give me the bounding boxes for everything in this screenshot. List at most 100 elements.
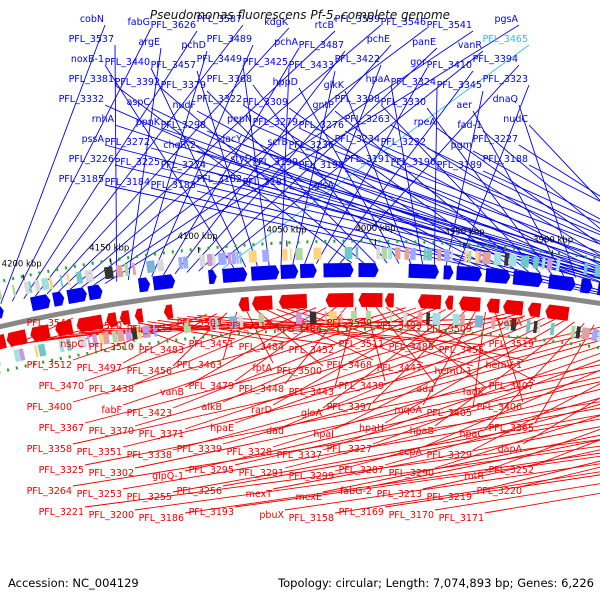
leader-line — [534, 439, 600, 466]
leader-line — [184, 307, 327, 388]
gene-label-hemv-1: hemV-1 — [485, 360, 522, 371]
gene-label-pfl-3324: PFL_3324 — [391, 77, 436, 88]
leader-line — [221, 44, 530, 270]
cog-block — [474, 251, 480, 264]
cog-block — [381, 247, 388, 260]
leader-line — [334, 397, 600, 472]
leader-line — [34, 24, 244, 297]
gene-label-rtcb: rtcB — [315, 20, 334, 31]
leader-line — [104, 24, 520, 284]
gene-arrow — [358, 263, 379, 278]
cog-block — [570, 325, 576, 338]
gene-label-aer: aer — [456, 100, 472, 111]
gene-label-arge: argE — [138, 37, 160, 48]
leader-line — [256, 310, 324, 367]
gene-label-pfl-3510: PFL_3510 — [89, 342, 134, 353]
gene-label-pfl-3327: PFL_3327 — [327, 444, 372, 455]
reverse-gene-track — [0, 293, 570, 350]
cog-block — [209, 318, 213, 331]
cog-block — [262, 249, 270, 262]
cog-block — [474, 315, 484, 328]
gene-label-vanb: vanB — [160, 387, 184, 398]
tick-label-4200-kbp: 4200 kbp — [2, 260, 42, 270]
leader-line — [222, 308, 436, 403]
gene-label-pfl-3425: PFL_3425 — [243, 57, 288, 68]
cog-block — [28, 281, 33, 294]
gene-label-pfl-3405: PFL_3405 — [427, 408, 472, 419]
leader-line — [266, 309, 374, 361]
cog-block — [443, 249, 451, 262]
leader-line — [385, 306, 486, 388]
cog-block — [237, 315, 244, 328]
cog-block — [417, 312, 423, 325]
gene-label-pfl-3447: PFL_3447 — [377, 363, 422, 374]
gene-label-pfl-3392: PFL_3392 — [115, 77, 160, 88]
cog-block — [504, 253, 510, 266]
cog-block — [580, 327, 591, 341]
gene-arrow — [596, 280, 600, 296]
gene-label-pssa: pssA — [82, 134, 105, 145]
gene-arrow — [6, 329, 28, 347]
leader-line — [284, 463, 600, 511]
leader-line — [23, 30, 198, 300]
gene-label-pfl-3546: PFL_3546 — [381, 17, 426, 28]
gene-label-pfl-3219: PFL_3219 — [427, 492, 472, 503]
cog-block — [77, 335, 88, 349]
gene-arrow — [445, 295, 454, 310]
gene-label-pfl-3440: PFL_3440 — [105, 57, 150, 68]
gene-label-pfl-3449: PFL_3449 — [197, 54, 242, 65]
gene-label-pfl-3468: PFL_3468 — [327, 360, 372, 371]
forward-gene-track — [0, 263, 600, 319]
gene-label-pfl-3486: PFL_3486 — [277, 324, 322, 335]
gene-label-pfl-3515: PFL_3515 — [227, 321, 272, 332]
gene-arrow — [280, 264, 299, 279]
cog-block — [504, 317, 510, 331]
gene-arrow — [512, 270, 543, 288]
gene-label-pfl-3189: PFL_3189 — [437, 160, 482, 171]
cog-block — [467, 250, 472, 263]
genome-rings — [0, 239, 600, 374]
cog-block — [236, 251, 239, 264]
cog-block — [525, 320, 531, 333]
gene-label-pfl-3540: PFL_3540 — [27, 318, 72, 329]
gene-label-pfl-3234: PFL_3234 — [335, 134, 380, 145]
gene-label-pfl-3298: PFL_3298 — [161, 120, 206, 131]
gene-label-nudf: nudF — [172, 100, 196, 111]
leader-line — [298, 167, 600, 263]
gene-label-pfl-3185: PFL_3185 — [59, 174, 104, 185]
cog-block — [546, 258, 553, 271]
cog-block — [185, 256, 189, 269]
leader-line — [528, 164, 600, 202]
leader-line — [134, 307, 317, 385]
gene-label-pfl-3339: PFL_3339 — [177, 444, 222, 455]
leader-line — [272, 309, 446, 406]
gene-label-pfl-3226: PFL_3226 — [69, 154, 114, 165]
genes-label: Genes: — [517, 576, 558, 590]
gene-label-pfl-3483: PFL_3483 — [139, 345, 184, 356]
gene-arrow — [485, 268, 511, 284]
leader-line — [434, 321, 575, 427]
gene-label-pane: panE — [412, 37, 436, 48]
cog-block — [295, 248, 303, 261]
gene-arrow — [503, 299, 524, 316]
gene-label-fabg-2: fabG-2 — [340, 486, 372, 497]
cog-block — [437, 248, 442, 262]
leader-line — [114, 164, 600, 280]
leader-line — [206, 170, 600, 275]
gene-label-pfl-3290: PFL_3290 — [389, 468, 434, 479]
leader-line — [222, 418, 600, 487]
gene-label-hpae: hpaE — [210, 423, 234, 434]
leader-line — [334, 190, 600, 273]
cog-block — [355, 247, 359, 259]
gene-arrow — [137, 277, 151, 293]
genome-backbone — [0, 282, 600, 330]
cog-block — [65, 338, 73, 351]
gene-label-pfl-3365: PFL_3365 — [489, 423, 534, 434]
leader-line — [436, 167, 600, 236]
gene-label-pfl-3433: PFL_3433 — [289, 60, 334, 71]
gene-arrow — [119, 310, 131, 326]
gene-arrow — [545, 304, 570, 321]
gene-label-alkb: alkB — [202, 402, 222, 413]
